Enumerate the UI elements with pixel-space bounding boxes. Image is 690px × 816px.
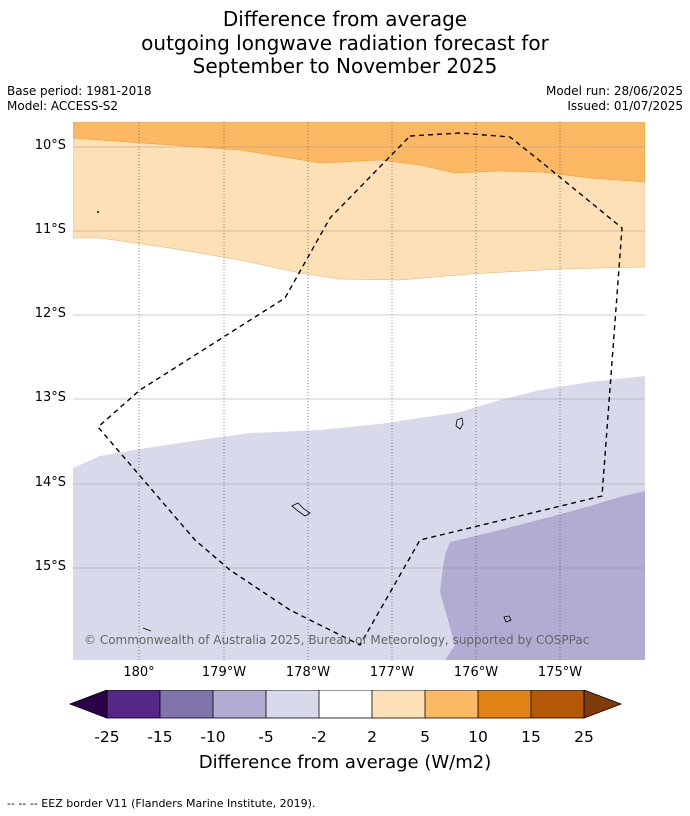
colorbar-tick-label: 10 [468, 728, 488, 746]
colorbar-segment [266, 690, 319, 718]
colorbar [68, 690, 623, 719]
colorbar-segment [319, 690, 372, 718]
lat-label: 12°S [34, 306, 66, 321]
lon-label: 177°W [369, 665, 415, 680]
colorbar-upper-extend [583, 690, 623, 719]
model-run-text: Model run: 28/06/2025 [545, 84, 683, 98]
colorbar-segment [531, 690, 584, 718]
colorbar-segment [160, 690, 213, 718]
island-outline [142, 627, 152, 632]
colorbar-tick-label: 5 [420, 728, 430, 746]
colorbar-segment [372, 690, 425, 718]
map-svg [73, 122, 645, 660]
colorbar-tick-label: -5 [258, 728, 274, 746]
meta-left: Base period: 1981-2018 Model: ACCESS-S2 [7, 84, 152, 114]
colorbar-segment [107, 690, 160, 718]
colorbar-tick-label: 25 [574, 728, 594, 746]
lon-label: 180° [123, 665, 155, 680]
chart-title: Difference from average outgoing longwav… [0, 7, 690, 79]
lat-label: 10°S [34, 138, 66, 153]
colorbar-segment [425, 690, 478, 718]
title-line-3: September to November 2025 [192, 54, 498, 78]
copyright-text: © Commonwealth of Australia 2025, Bureau… [84, 633, 590, 647]
eez-border-line [97, 132, 623, 646]
model-text: Model: ACCESS-S2 [7, 99, 119, 113]
eez-footnote: -- -- -- EEZ border V11 (Flanders Marine… [7, 797, 316, 810]
island-outline [455, 417, 464, 430]
colorbar-tick-label: -25 [94, 728, 120, 746]
base-period-text: Base period: 1981-2018 [7, 84, 152, 98]
lon-label: 179°W [201, 665, 247, 680]
colorbar-tick-label: -10 [200, 728, 226, 746]
lon-label: 178°W [285, 665, 331, 680]
colorbar-segment [213, 690, 266, 718]
issued-text: Issued: 01/07/2025 [567, 99, 683, 113]
colorbar-tick-label: -15 [147, 728, 173, 746]
island-outline [503, 615, 512, 623]
lat-label: 13°S [34, 390, 66, 405]
anomaly-m10-m5-region [440, 491, 645, 660]
lat-label: 11°S [34, 222, 66, 237]
colorbar-title: Difference from average (W/m2) [198, 752, 492, 773]
colorbar-lower-extend [68, 690, 108, 719]
colorbar-segment [478, 690, 531, 718]
parallel-lines [73, 146, 645, 569]
colorbar-dividers [106, 690, 585, 719]
lat-label: 15°S [34, 559, 66, 574]
colorbar-tick-label: 15 [521, 728, 541, 746]
colorbar-tick-label: 2 [367, 728, 377, 746]
colorbar-tick-label: -2 [311, 728, 327, 746]
map-area [73, 122, 645, 660]
island-dot [97, 211, 99, 213]
lon-label: 176°W [453, 665, 499, 680]
title-line-1: Difference from average [222, 7, 468, 31]
lon-label: 175°W [537, 665, 583, 680]
island-outline [291, 502, 311, 517]
lat-label: 14°S [34, 475, 66, 490]
meta-right: Model run: 28/06/2025 Issued: 01/07/2025 [546, 84, 683, 114]
title-line-2: outgoing longwave radiation forecast for [141, 30, 549, 55]
